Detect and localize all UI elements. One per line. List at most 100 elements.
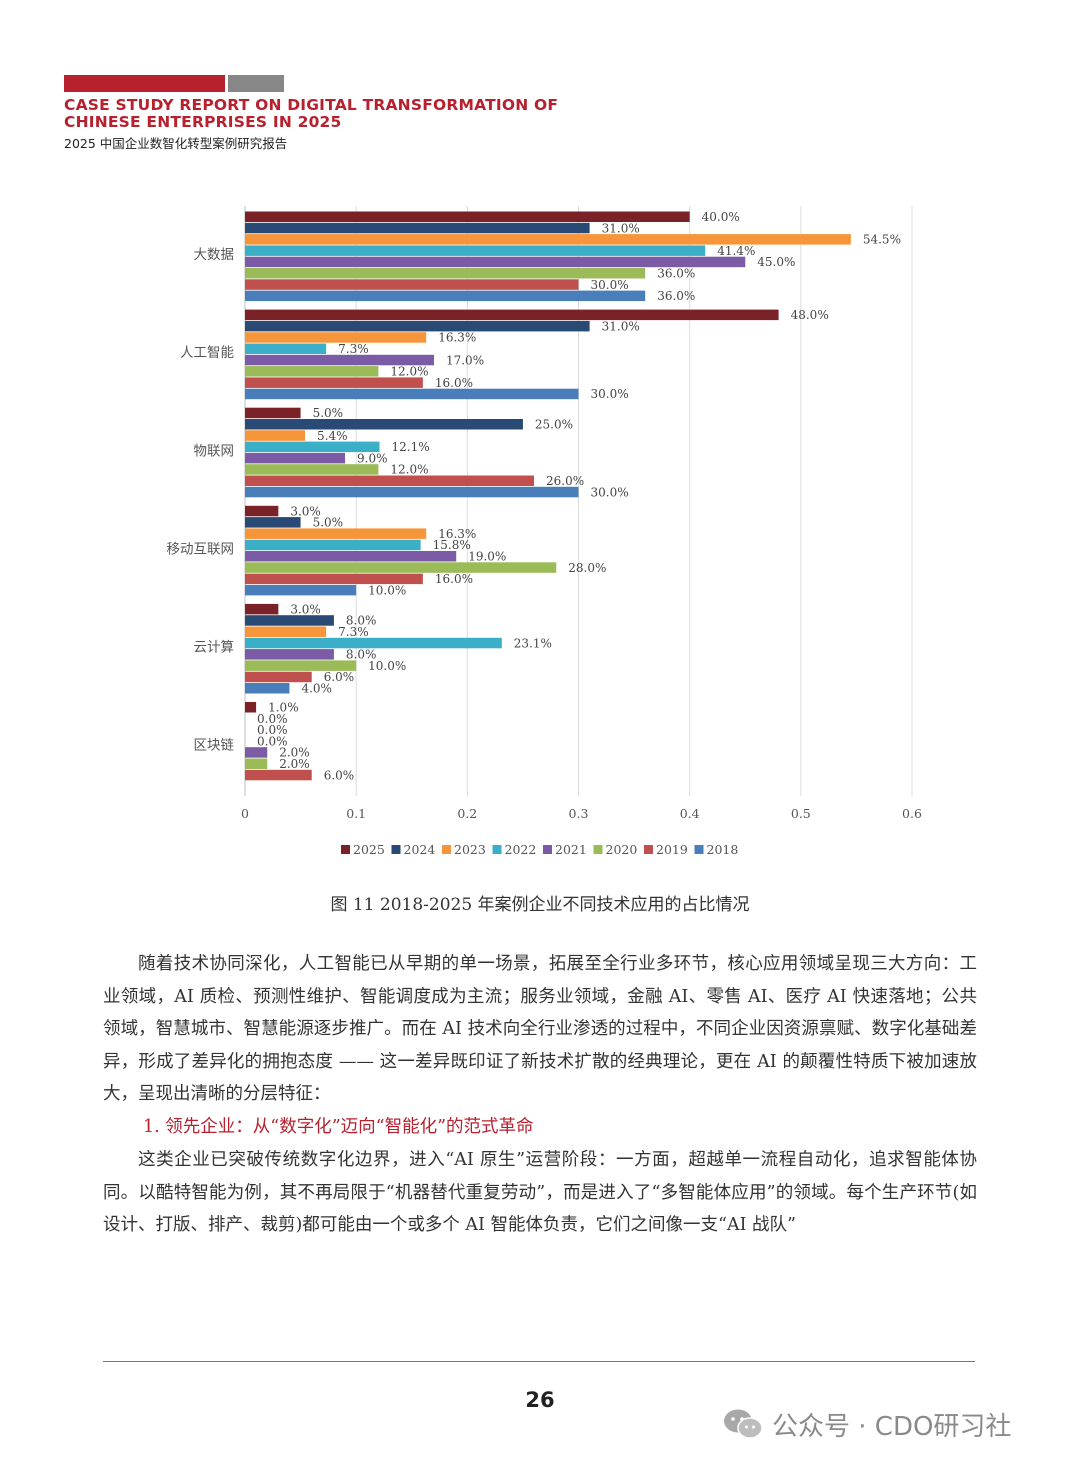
x-tick-label: 0.5 xyxy=(791,806,811,821)
data-label: 26.0% xyxy=(546,474,584,488)
bar xyxy=(245,671,312,683)
data-label: 16.3% xyxy=(438,527,476,541)
data-label: 5.0% xyxy=(313,516,344,530)
watermark: 公众号 · CDO研习社 xyxy=(722,1404,1011,1444)
data-label: 15.8% xyxy=(433,538,471,552)
data-label: 12.0% xyxy=(390,365,428,379)
data-label: 10.0% xyxy=(368,583,406,597)
data-label: 2.0% xyxy=(279,757,310,771)
legend-swatch xyxy=(492,845,502,854)
bar xyxy=(245,649,334,660)
body-paragraph-2: 这类企业已突破传统数字化边界，进入“AI 原生”运营阶段：一方面，超越单一流程自… xyxy=(103,1150,977,1236)
bar xyxy=(245,245,706,256)
report-title-en-line1: CASE STUDY REPORT ON DIGITAL TRANSFORMAT… xyxy=(64,96,559,114)
legend-label: 2024 xyxy=(404,842,436,857)
bar xyxy=(245,354,434,366)
data-label: 4.0% xyxy=(301,682,332,696)
legend-label: 2019 xyxy=(656,842,688,857)
data-label: 48.0% xyxy=(791,308,829,322)
bar xyxy=(245,551,457,562)
data-label: 12.0% xyxy=(390,463,428,477)
bar xyxy=(245,637,502,649)
bar xyxy=(245,603,279,615)
data-label: 17.0% xyxy=(446,353,484,367)
bar xyxy=(245,343,327,354)
data-label: 8.0% xyxy=(346,648,377,662)
data-label: 10.0% xyxy=(368,659,406,673)
data-label: 16.0% xyxy=(435,376,473,390)
category-label: 物联网 xyxy=(194,443,235,459)
data-label: 45.0% xyxy=(757,255,795,269)
data-label: 19.0% xyxy=(468,550,506,564)
header-grey-bar xyxy=(228,75,284,92)
legend-swatch xyxy=(543,845,552,854)
data-label: 5.4% xyxy=(317,429,348,443)
bar xyxy=(245,758,268,769)
data-label: 16.3% xyxy=(438,331,476,345)
section-subheading: 1. 领先企业：从“数字化”迈向“智能化”的范式革命 xyxy=(143,1117,534,1137)
bar xyxy=(245,290,646,302)
data-label: 12.1% xyxy=(392,440,430,454)
category-label: 云计算 xyxy=(194,639,235,655)
data-label: 9.0% xyxy=(357,451,388,465)
data-label: 3.0% xyxy=(290,504,321,518)
bar xyxy=(245,211,690,222)
legend-swatch xyxy=(391,845,401,854)
data-label: 6.0% xyxy=(324,768,355,782)
footer-divider xyxy=(103,1361,975,1362)
report-title-en: CASE STUDY REPORT ON DIGITAL TRANSFORMAT… xyxy=(64,97,558,131)
bar xyxy=(245,268,646,279)
bar xyxy=(245,769,312,781)
legend-label: 2021 xyxy=(555,842,587,857)
category-label: 人工智能 xyxy=(180,345,234,361)
bar xyxy=(245,419,523,430)
data-label: 36.0% xyxy=(657,289,695,303)
data-label: 54.5% xyxy=(863,233,901,247)
bar xyxy=(245,626,327,637)
bar xyxy=(245,573,423,585)
x-tick-label: 0.6 xyxy=(902,806,922,821)
data-label: 7.3% xyxy=(338,625,369,639)
legend-label: 2018 xyxy=(707,842,739,857)
bar xyxy=(245,475,535,486)
bar xyxy=(245,486,579,498)
technology-usage-bar-chart: 0 0.1 0.2 0.3 0.4 0.5 0.6 大数据 40.0% 31.0% 54.5% 41.… xyxy=(167,206,922,857)
data-label: 16.0% xyxy=(435,572,473,586)
bar xyxy=(245,377,423,388)
data-label: 0.0% xyxy=(257,723,288,737)
category-label: 区块链 xyxy=(194,738,235,754)
figure-caption: 图 11 2018-2025 年案例企业不同技术应用的占比情况 xyxy=(330,895,750,915)
bar xyxy=(245,615,334,626)
bar xyxy=(245,562,557,573)
bar xyxy=(245,234,851,245)
legend-swatch xyxy=(694,845,704,854)
bar xyxy=(245,320,590,332)
bar xyxy=(245,430,306,441)
data-label: 7.3% xyxy=(338,342,369,356)
legend-swatch xyxy=(593,845,603,854)
data-label: 23.1% xyxy=(514,636,552,650)
bar xyxy=(245,441,380,453)
x-tick-label: 0.3 xyxy=(569,806,589,821)
data-label: 0.0% xyxy=(257,734,288,748)
data-label: 28.0% xyxy=(568,561,606,575)
bar xyxy=(245,528,427,539)
bar xyxy=(245,332,427,343)
bar xyxy=(245,464,379,475)
bar xyxy=(245,660,357,671)
category-label: 移动互联网 xyxy=(167,541,235,557)
data-label: 0.0% xyxy=(257,712,288,726)
category-label: 大数据 xyxy=(194,247,235,263)
x-tick-label: 0.1 xyxy=(346,806,366,821)
bar xyxy=(245,702,257,713)
report-title-cn: 2025 中国企业数智化转型案例研究报告 xyxy=(64,136,288,151)
data-label: 25.0% xyxy=(535,418,573,432)
legend-label: 2020 xyxy=(606,842,638,857)
data-label: 30.0% xyxy=(591,387,629,401)
data-label: 30.0% xyxy=(591,278,629,292)
data-label: 3.0% xyxy=(290,602,321,616)
data-label: 40.0% xyxy=(702,210,740,224)
legend-swatch xyxy=(341,845,350,854)
bar xyxy=(245,505,279,517)
bar xyxy=(245,747,268,758)
